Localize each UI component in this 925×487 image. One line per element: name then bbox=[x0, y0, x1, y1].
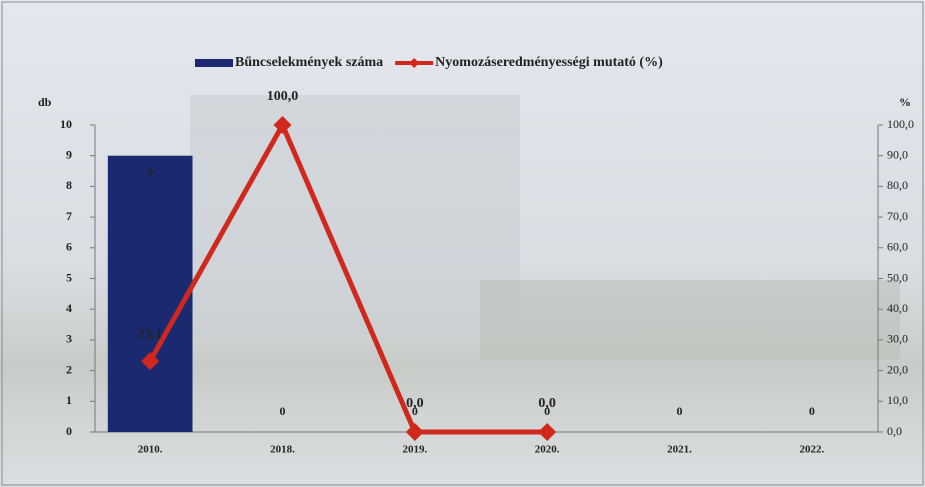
line bbox=[147, 119, 548, 435]
line-value-label: 23,1 bbox=[138, 327, 163, 342]
y-tick-label: 4 bbox=[66, 301, 72, 315]
line-value-label: 100,0 bbox=[267, 89, 299, 104]
legend-label: Bűncselekmények száma bbox=[235, 55, 383, 70]
y-tick-label: 2 bbox=[66, 362, 72, 376]
bar-value-label: 9 bbox=[147, 165, 153, 179]
y-tick-label: 1 bbox=[66, 393, 72, 407]
y-tick-label: 3 bbox=[66, 332, 72, 346]
x-tick-label: 2010. bbox=[138, 444, 163, 456]
y2-tick-label: 10,0 bbox=[887, 393, 908, 407]
line-marker bbox=[405, 423, 424, 441]
y2-tick-label: 20,0 bbox=[887, 362, 908, 376]
y-tick-label: 9 bbox=[66, 147, 72, 161]
line-marker bbox=[273, 116, 292, 134]
building-low bbox=[480, 280, 900, 360]
legend-label: Nyomozáseredményességi mutató (%) bbox=[435, 55, 663, 70]
y2-tick-label: 70,0 bbox=[887, 209, 908, 223]
y2-tick-label: 0,0 bbox=[887, 424, 902, 438]
bar-value-label: 0 bbox=[677, 404, 683, 418]
y-tick-label: 7 bbox=[66, 209, 72, 223]
y-tick-label: 8 bbox=[66, 178, 72, 192]
bar bbox=[107, 155, 193, 432]
legend-swatch bbox=[409, 58, 420, 68]
y2-tick-label: 40,0 bbox=[887, 301, 908, 315]
legend-swatch bbox=[195, 59, 233, 67]
y2-tick-label: 100,0 bbox=[887, 117, 914, 131]
y2-axis-label: % bbox=[899, 95, 911, 109]
bar-value-label: 0 bbox=[280, 404, 286, 418]
bar-value-label: 0 bbox=[809, 404, 815, 418]
line-value-label: 0,0 bbox=[406, 396, 424, 411]
y-tick-label: 5 bbox=[66, 270, 72, 284]
y-tick-label: 0 bbox=[66, 424, 72, 438]
line-marker bbox=[538, 423, 557, 441]
y2-tick-label: 50,0 bbox=[887, 270, 908, 284]
y2-tick-label: 30,0 bbox=[887, 332, 908, 346]
bar-value-label: 0 bbox=[412, 404, 418, 418]
x-tick-label: 2020. bbox=[535, 444, 560, 456]
line-marker bbox=[141, 352, 160, 371]
x-tick-label: 2018. bbox=[270, 444, 295, 456]
y-tick-label: 6 bbox=[66, 240, 72, 254]
x-tick-label: 2022. bbox=[799, 444, 824, 456]
y-axis-label: db bbox=[38, 95, 52, 109]
y2-tick-label: 90,0 bbox=[887, 147, 908, 161]
y2-tick-label: 80,0 bbox=[887, 178, 908, 192]
x-tick-label: 2019. bbox=[402, 444, 427, 456]
bar-value-label: 0 bbox=[544, 404, 550, 418]
x-tick-label: 2021. bbox=[667, 444, 692, 456]
y-tick-label: 10 bbox=[60, 117, 72, 131]
line-value-label: 0,0 bbox=[538, 396, 556, 411]
y2-tick-label: 60,0 bbox=[887, 240, 908, 254]
